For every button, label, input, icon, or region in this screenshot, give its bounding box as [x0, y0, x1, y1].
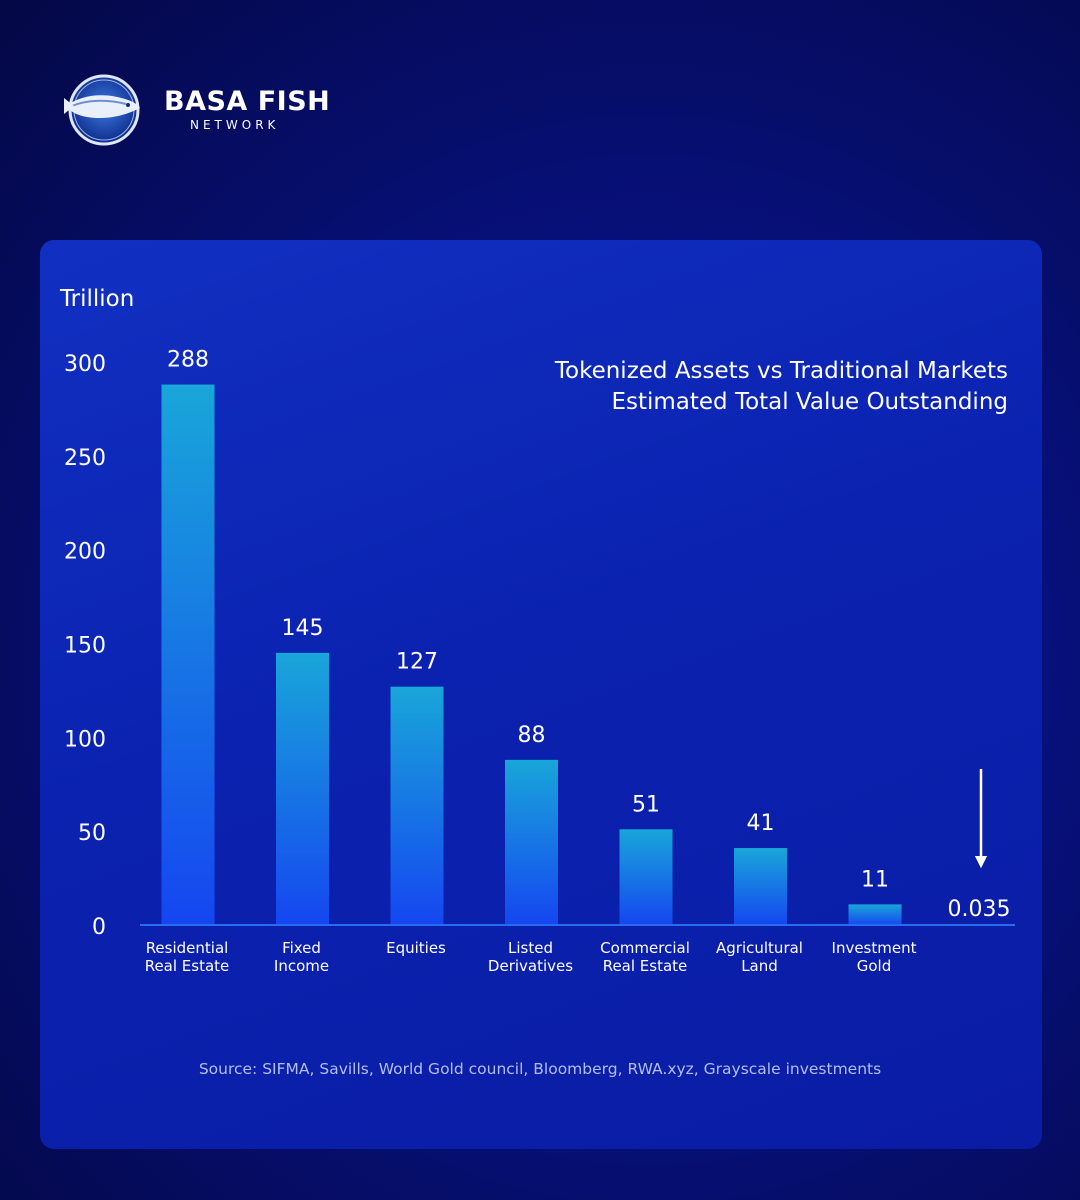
basa-fish-logo-icon — [64, 74, 140, 146]
x-category-label: Derivatives — [488, 957, 573, 975]
bar-value-label: 127 — [396, 650, 438, 675]
bar — [390, 686, 444, 925]
x-category-label: Equities — [386, 939, 446, 957]
bar — [505, 759, 558, 925]
chart-title: Tokenized Assets vs Traditional Markets — [554, 358, 1008, 384]
bar — [848, 904, 902, 925]
x-category-label: Real Estate — [603, 957, 688, 975]
y-tick-label: 50 — [78, 821, 106, 846]
y-tick-label: 0 — [92, 915, 106, 940]
x-category-label: Real Estate — [145, 957, 230, 975]
bar-value-label: 288 — [167, 348, 209, 373]
brand-name: BASA FISH — [164, 86, 331, 117]
y-tick-label: 250 — [64, 446, 106, 471]
bar — [161, 384, 215, 925]
brand: BASA FISH NETWORK — [62, 72, 382, 148]
x-category-label: Land — [741, 957, 778, 975]
x-category-label: Income — [274, 957, 329, 975]
x-category-label: Fixed — [282, 939, 321, 957]
chart-subtitle: Estimated Total Value Outstanding — [611, 389, 1008, 415]
y-tick-label: 100 — [64, 727, 106, 752]
bar-value-label: 0.035 — [948, 897, 1011, 922]
x-category-label: Commercial — [600, 939, 690, 957]
brand-subtitle: NETWORK — [190, 118, 280, 132]
bar-value-label: 145 — [282, 616, 324, 641]
y-axis-unit-label: Trillion — [60, 286, 135, 312]
y-tick-label: 150 — [64, 634, 106, 659]
x-category-label: Gold — [857, 957, 892, 975]
y-tick-label: 300 — [64, 352, 106, 377]
bar-value-label: 88 — [518, 723, 546, 748]
bar-value-label: 51 — [632, 792, 660, 817]
chart-title-block: Tokenized Assets vs Traditional Markets … — [555, 356, 1008, 418]
bar — [619, 829, 673, 925]
x-category-label: Investment — [832, 939, 917, 957]
y-tick-label: 200 — [64, 540, 106, 565]
bar — [276, 652, 329, 925]
source-note: Source: SIFMA, Savills, World Gold counc… — [198, 1060, 882, 1078]
x-category-label: Agricultural — [716, 939, 803, 957]
bar-value-label: 41 — [747, 811, 775, 836]
bar — [734, 848, 787, 925]
x-category-label: Residential — [146, 939, 229, 957]
bar-value-label: 11 — [861, 867, 889, 892]
x-category-label: Listed — [508, 939, 553, 957]
